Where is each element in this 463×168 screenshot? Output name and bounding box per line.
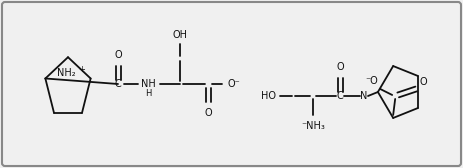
Text: H: H — [145, 89, 151, 97]
Text: +: + — [79, 65, 86, 74]
Text: O: O — [336, 62, 344, 72]
Text: ⁻NH₃: ⁻NH₃ — [301, 121, 325, 131]
Text: NH₂: NH₂ — [56, 68, 75, 78]
Text: C: C — [337, 91, 344, 101]
Text: C: C — [115, 79, 121, 89]
Text: O: O — [114, 50, 122, 60]
Text: NH: NH — [141, 79, 156, 89]
Text: OH: OH — [173, 30, 188, 40]
Text: ⁻O: ⁻O — [366, 76, 379, 86]
Text: HO: HO — [261, 91, 275, 101]
Text: O: O — [204, 108, 212, 118]
Text: O⁻: O⁻ — [228, 79, 240, 89]
FancyBboxPatch shape — [2, 2, 461, 166]
Text: O: O — [419, 77, 427, 87]
Text: N: N — [360, 91, 368, 101]
